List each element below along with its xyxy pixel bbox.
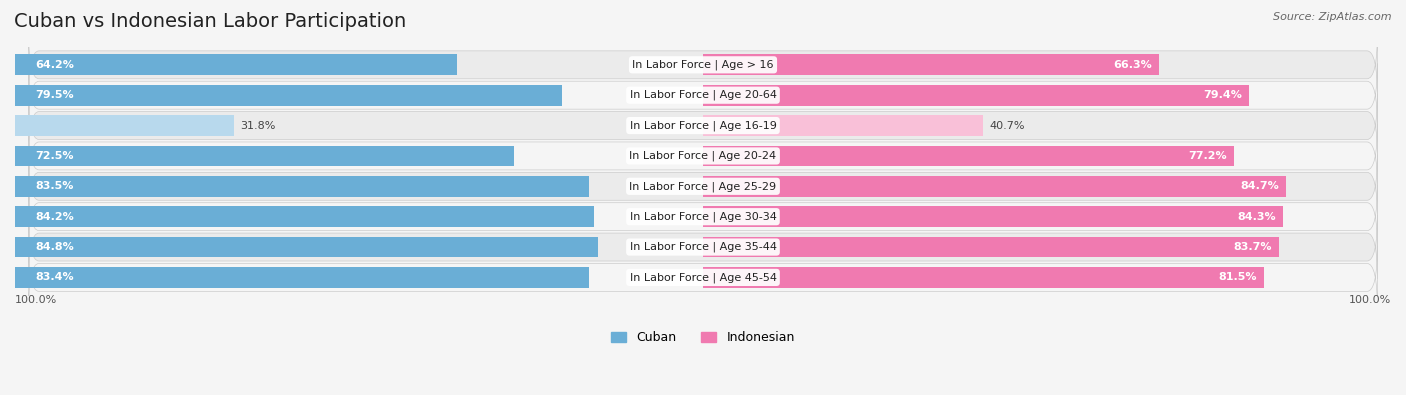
Text: 31.8%: 31.8% xyxy=(240,120,276,131)
FancyBboxPatch shape xyxy=(28,155,1378,218)
FancyBboxPatch shape xyxy=(28,215,1378,278)
Legend: Cuban, Indonesian: Cuban, Indonesian xyxy=(612,331,794,344)
Text: 72.5%: 72.5% xyxy=(35,151,75,161)
Text: 81.5%: 81.5% xyxy=(1219,273,1257,282)
Bar xyxy=(15,206,595,227)
Text: 84.8%: 84.8% xyxy=(35,242,75,252)
Text: 100.0%: 100.0% xyxy=(15,295,58,305)
Text: In Labor Force | Age 30-34: In Labor Force | Age 30-34 xyxy=(630,211,776,222)
Bar xyxy=(15,176,589,197)
Text: In Labor Force | Age 16-19: In Labor Force | Age 16-19 xyxy=(630,120,776,131)
FancyBboxPatch shape xyxy=(28,94,1378,157)
Text: 83.4%: 83.4% xyxy=(35,273,75,282)
Text: In Labor Force | Age > 16: In Labor Force | Age > 16 xyxy=(633,60,773,70)
Bar xyxy=(703,146,1234,166)
Bar xyxy=(15,267,589,288)
FancyBboxPatch shape xyxy=(28,124,1378,188)
Text: 77.2%: 77.2% xyxy=(1188,151,1227,161)
Text: 83.5%: 83.5% xyxy=(35,181,75,191)
Bar xyxy=(703,237,1279,258)
Text: 64.2%: 64.2% xyxy=(35,60,75,70)
Bar xyxy=(703,267,1264,288)
Bar xyxy=(703,55,1159,75)
Text: In Labor Force | Age 35-44: In Labor Force | Age 35-44 xyxy=(630,242,776,252)
FancyBboxPatch shape xyxy=(28,185,1378,248)
Text: 66.3%: 66.3% xyxy=(1114,60,1153,70)
Text: 100.0%: 100.0% xyxy=(1348,295,1391,305)
Bar xyxy=(15,55,457,75)
Text: In Labor Force | Age 25-29: In Labor Force | Age 25-29 xyxy=(630,181,776,192)
Text: 84.2%: 84.2% xyxy=(35,212,75,222)
Text: 79.5%: 79.5% xyxy=(35,90,75,100)
Text: Cuban vs Indonesian Labor Participation: Cuban vs Indonesian Labor Participation xyxy=(14,12,406,31)
Text: In Labor Force | Age 20-64: In Labor Force | Age 20-64 xyxy=(630,90,776,100)
FancyBboxPatch shape xyxy=(28,246,1378,309)
Bar xyxy=(15,237,599,258)
Bar xyxy=(15,146,513,166)
Text: 40.7%: 40.7% xyxy=(990,120,1025,131)
Text: 84.7%: 84.7% xyxy=(1240,181,1279,191)
Bar xyxy=(703,206,1284,227)
Text: In Labor Force | Age 45-54: In Labor Force | Age 45-54 xyxy=(630,272,776,283)
Bar xyxy=(703,85,1250,105)
Text: 84.3%: 84.3% xyxy=(1237,212,1277,222)
FancyBboxPatch shape xyxy=(28,33,1378,96)
Bar xyxy=(15,115,233,136)
Text: 83.7%: 83.7% xyxy=(1233,242,1272,252)
Text: Source: ZipAtlas.com: Source: ZipAtlas.com xyxy=(1274,12,1392,22)
FancyBboxPatch shape xyxy=(28,64,1378,127)
Text: In Labor Force | Age 20-24: In Labor Force | Age 20-24 xyxy=(630,150,776,161)
Bar xyxy=(703,115,983,136)
Bar xyxy=(15,85,562,105)
Bar xyxy=(703,176,1285,197)
Text: 79.4%: 79.4% xyxy=(1204,90,1243,100)
